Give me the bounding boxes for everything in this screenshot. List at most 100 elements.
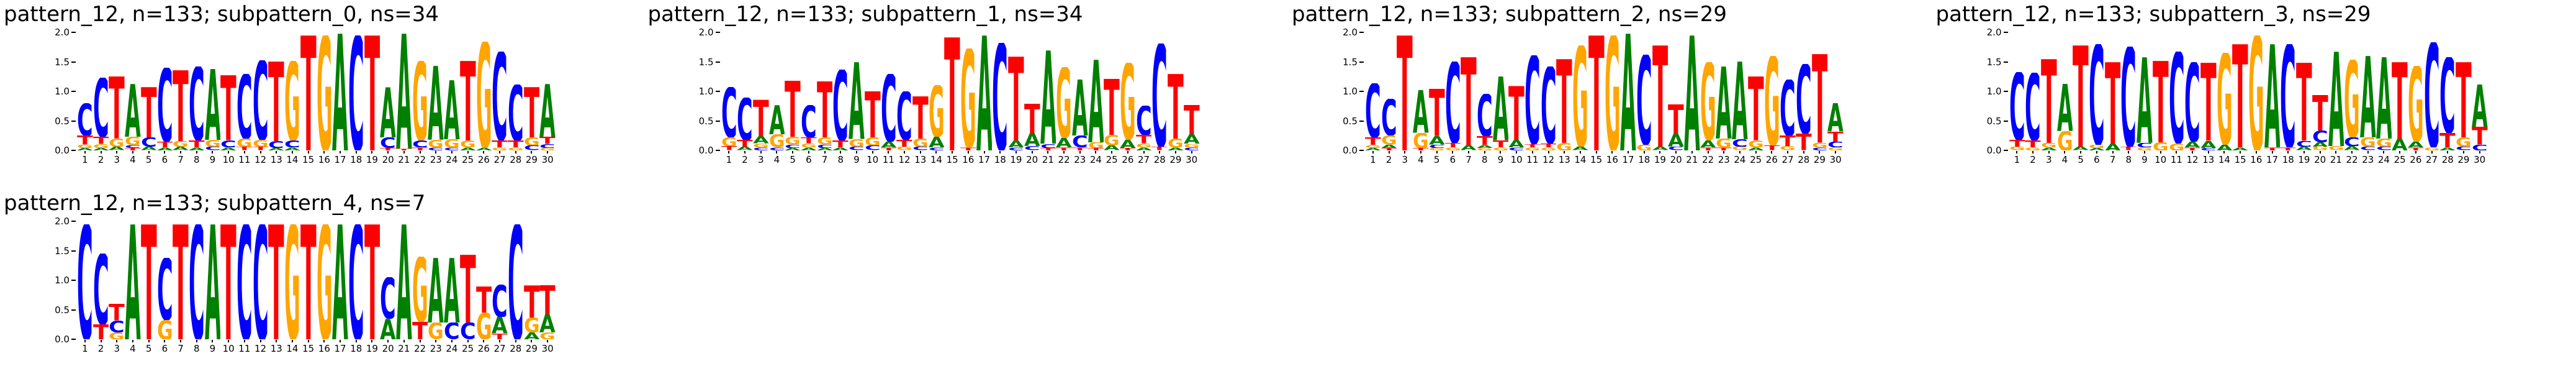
x-tick-mark [2335, 151, 2337, 153]
x-tick-mark [228, 340, 230, 342]
x-tick-mark [1436, 151, 1438, 153]
logo-letter-T: T [1780, 135, 1796, 146]
logo-letter-A: A [1056, 138, 1072, 147]
svg-text:A: A [976, 35, 993, 150]
x-tick-mark [483, 340, 485, 342]
logo-letter-C: C [348, 35, 364, 150]
logo-letter-T: T [1445, 143, 1461, 148]
x-tick-label: 12 [254, 154, 267, 165]
logo-letter-A: A [1508, 140, 1524, 147]
x-tick-label: 7 [1466, 154, 1472, 165]
svg-text:A: A [801, 147, 817, 150]
svg-text:A: A [1732, 62, 1748, 139]
svg-text:T: T [268, 224, 284, 339]
y-tick-mark [1359, 32, 1364, 33]
svg-text:G: G [317, 35, 333, 150]
x-tick-label: 22 [2346, 154, 2358, 165]
y-tick-label: 2.0 [55, 216, 70, 227]
x-tick-label: 16 [2250, 154, 2263, 165]
y-tick-label: 1.5 [698, 56, 714, 68]
x-tick-label: 28 [510, 343, 522, 354]
logo-letter-G: G [205, 140, 221, 147]
logo-letter-G: G [1104, 135, 1120, 145]
x-tick-mark [1659, 151, 1661, 153]
logo-letter-T: T [1136, 135, 1152, 143]
logo-letter-C: C [881, 74, 897, 142]
svg-text:C: C [2200, 148, 2217, 150]
x-tick-label: 15 [302, 154, 315, 165]
logo-letter-T: T [1168, 74, 1184, 139]
svg-text:T: T [2025, 140, 2041, 147]
svg-text:G: G [2089, 145, 2105, 149]
logo-letter-T: T [881, 147, 897, 150]
logo-letter-A: A [1493, 76, 1509, 140]
svg-text:A: A [737, 147, 753, 150]
svg-text:A: A [1088, 60, 1104, 142]
svg-text:A: A [332, 34, 348, 150]
x-tick-label: 28 [1798, 154, 1810, 165]
logo-column-9: A [205, 221, 221, 339]
logo-letter-A: A [2376, 57, 2392, 139]
logo-letter-C: C [284, 140, 300, 147]
logo-letter-A: A [1684, 35, 1700, 150]
x-tick-label: 5 [145, 343, 152, 354]
x-tick-label: 23 [1718, 154, 1730, 165]
svg-text:T: T [1652, 45, 1669, 147]
logo-letter-A: A [332, 224, 348, 339]
x-tick-label: 8 [2125, 154, 2132, 165]
logo-column-12: C [253, 221, 269, 339]
logo-letter-G: G [1413, 133, 1429, 149]
logo-letter-G: G [817, 137, 833, 144]
logo-letter-G: G [929, 85, 945, 137]
logo-letter-C: C [93, 78, 109, 137]
y-tick-label: 1.5 [1343, 56, 1358, 68]
logo-letter-C: C [1668, 147, 1684, 150]
svg-text:G: G [2057, 131, 2073, 150]
svg-text:G: G [1556, 143, 1572, 150]
logo-letter-A: A [1120, 140, 1136, 148]
logo-letter-A: A [380, 87, 396, 137]
logo-letter-G: G [1429, 148, 1445, 150]
x-tick-mark [2112, 151, 2114, 153]
svg-text:C: C [2184, 62, 2200, 142]
logo-letter-A: A [77, 148, 93, 150]
logo-letter-C: C [769, 147, 785, 150]
logo-letter-C: C [253, 60, 269, 140]
svg-text:C: C [428, 147, 444, 150]
logo-letter-C: C [2137, 143, 2153, 148]
x-tick-mark [196, 151, 197, 153]
logo-letter-T: T [1072, 147, 1088, 150]
svg-text:C: C [460, 323, 476, 339]
svg-text:C: C [2120, 47, 2137, 147]
x-tick-mark [792, 151, 794, 153]
svg-text:T: T [1716, 147, 1732, 150]
logo-panel-subpattern-0: pattern_12, n=133; subpattern_0, ns=34 2.… [0, 0, 644, 177]
logo-letter-T: T [141, 87, 157, 137]
logo-letter-A: A [769, 105, 785, 135]
logo-letter-A: A [205, 224, 221, 339]
logo-letter-T: T [93, 137, 109, 144]
logo-letter-G: G [412, 61, 428, 140]
svg-text:G: G [817, 137, 833, 144]
logo-letter-A: A [2472, 85, 2488, 127]
svg-text:A: A [849, 62, 865, 139]
x-tick-label: 20 [2314, 154, 2326, 165]
x-tick-label: 27 [2425, 154, 2438, 165]
svg-text:C: C [1477, 94, 1493, 136]
logo-letter-T: T [1524, 144, 1541, 148]
svg-text:C: C [769, 147, 785, 150]
x-tick-mark [855, 151, 857, 153]
svg-text:G: G [1764, 56, 1780, 145]
